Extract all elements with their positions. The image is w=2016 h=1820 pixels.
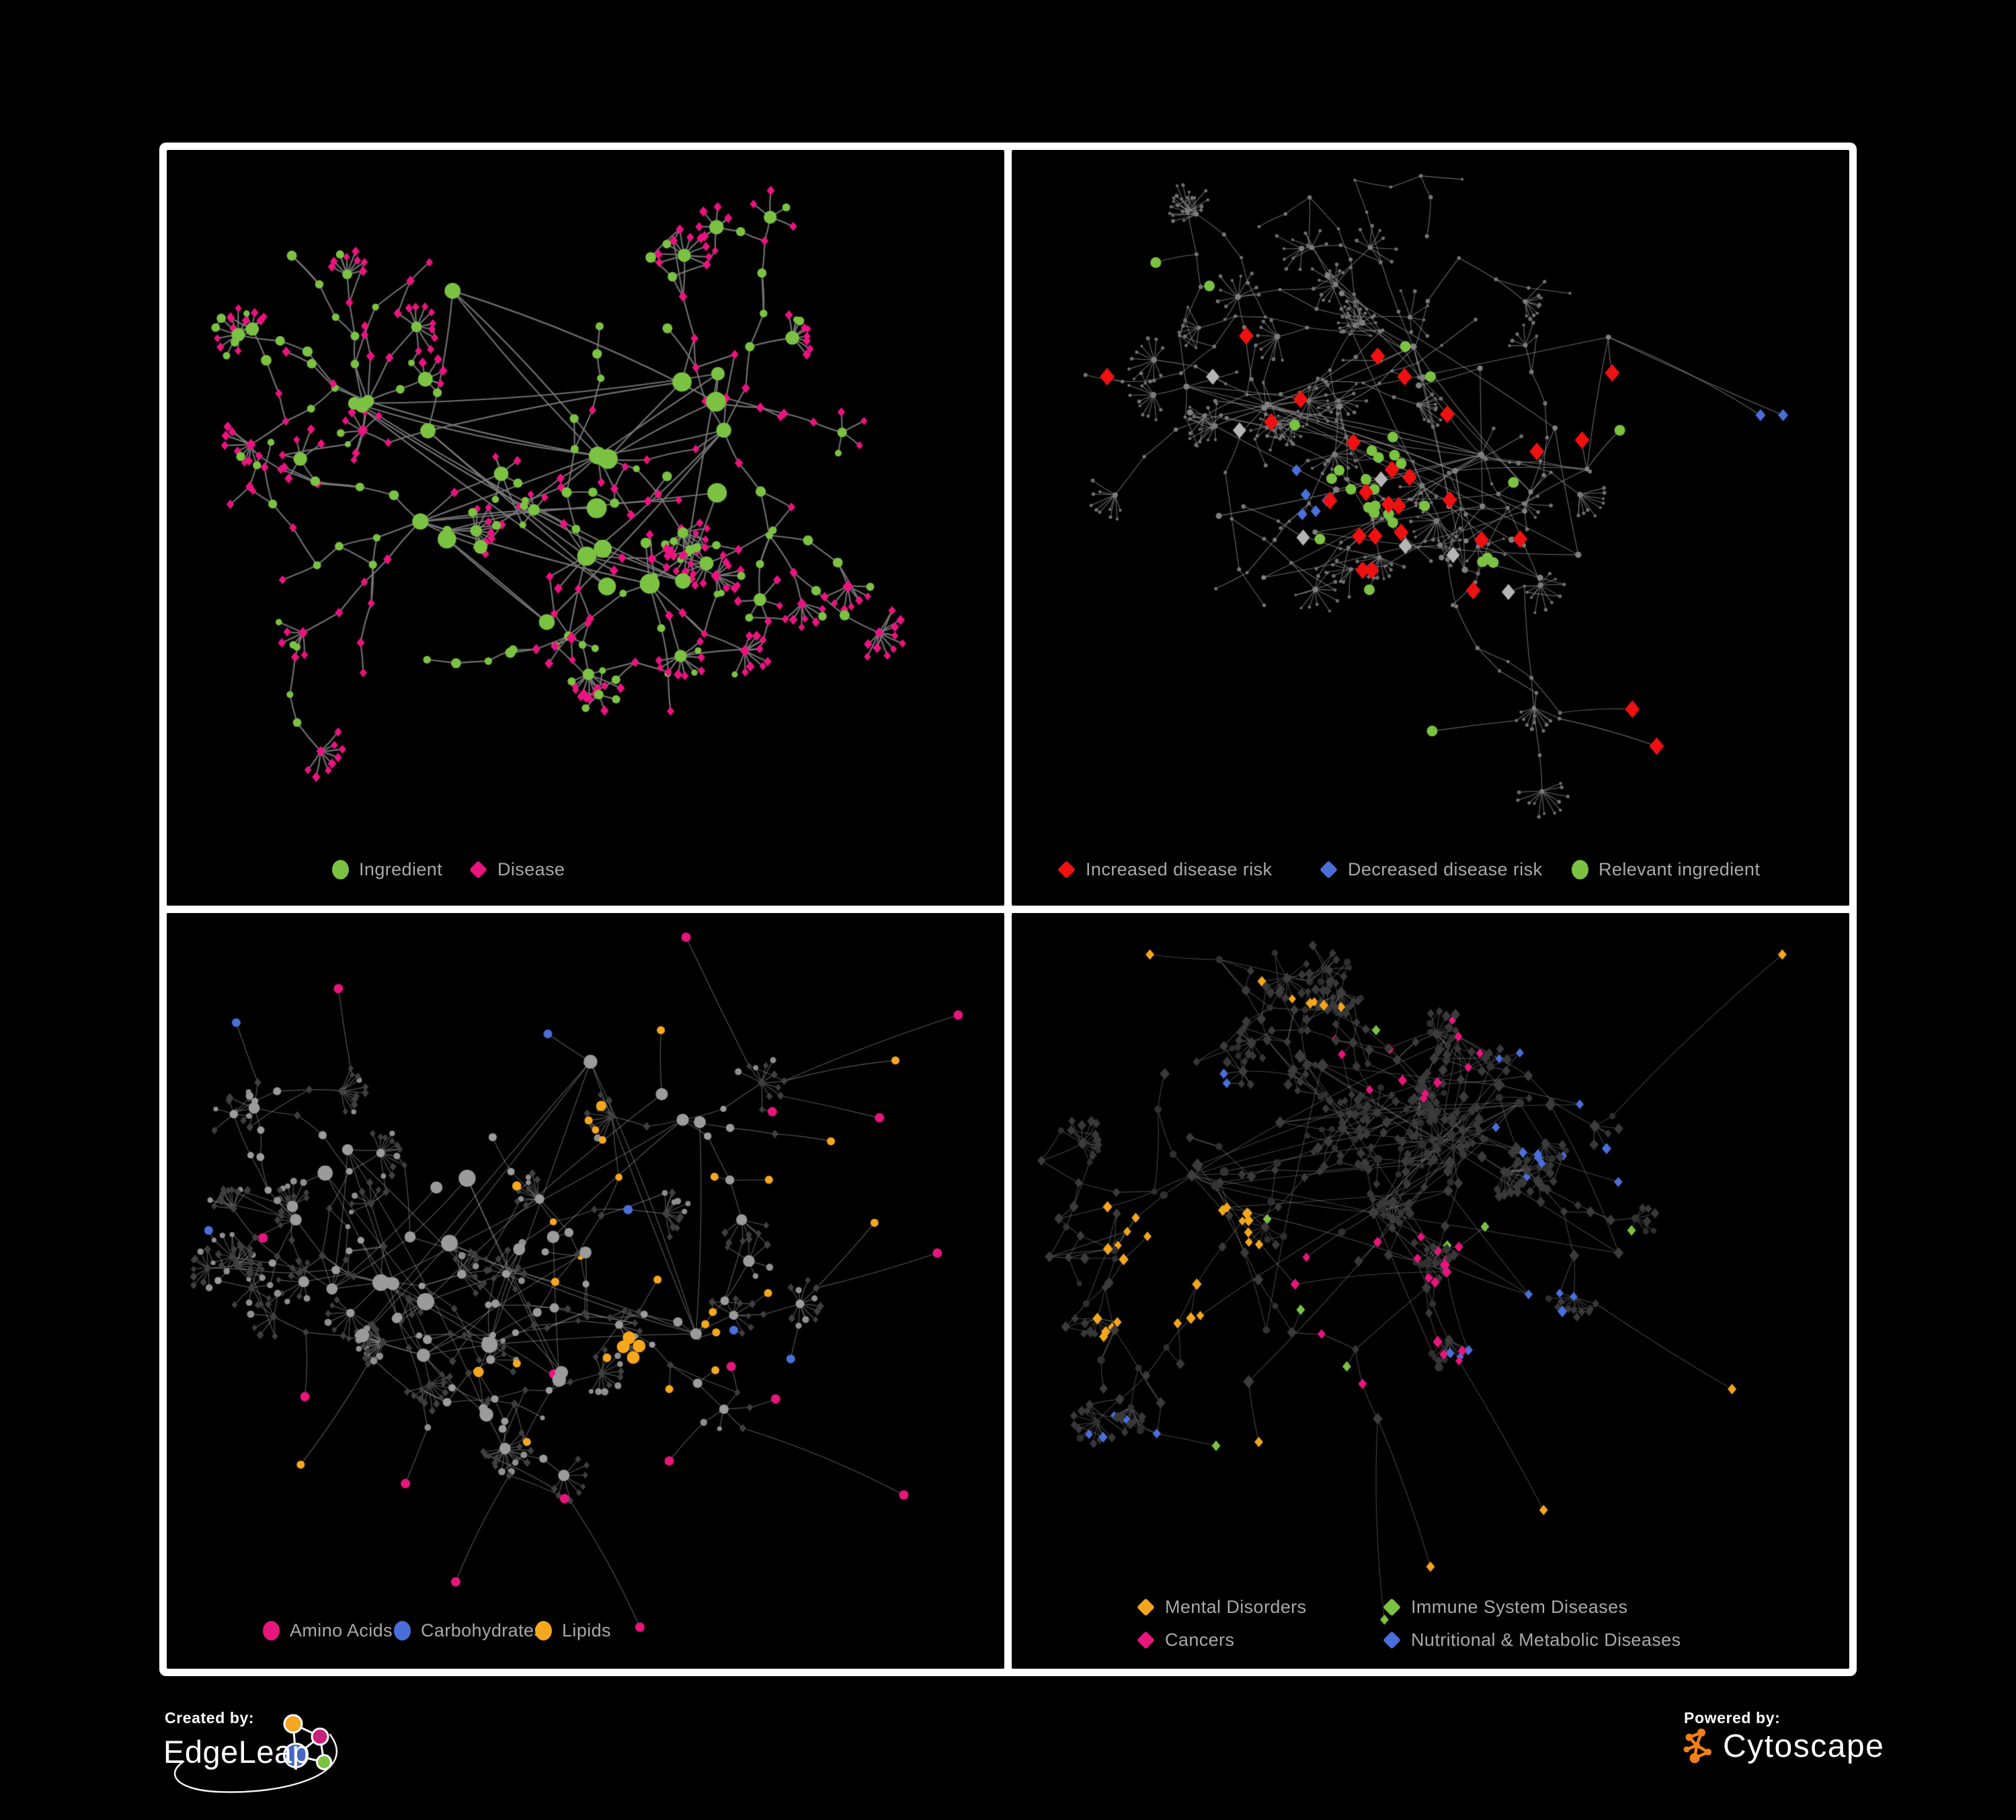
decreased-risk-marker: [1320, 860, 1338, 879]
legend-item-relevant-ingredient: Relevant ingredient: [1572, 858, 1760, 881]
relevant-ingredient-marker: [1572, 859, 1588, 879]
panel-nutrient-classes: Amino Acids Carbohydrates Lipids: [167, 913, 1004, 1669]
carbohydrates-marker: [394, 1620, 411, 1640]
edgeleap-logo: [173, 1714, 338, 1793]
increased-risk-marker: [1057, 860, 1076, 879]
carbohydrates-label: Carbohydrates: [421, 1620, 544, 1640]
legend-item-cancers: Cancers: [1137, 1628, 1234, 1651]
edgeleap-orbit-arc: [173, 1733, 338, 1793]
edgeleap-node-pink: [311, 1727, 329, 1746]
panel-disease-risk: Increased disease risk Decreased disease…: [1012, 150, 1849, 906]
nutritional-metabolic-marker: [1383, 1630, 1401, 1649]
nutritional-metabolic-label: Nutritional & Metabolic Diseases: [1411, 1629, 1681, 1650]
immune-diseases-label: Immune System Diseases: [1411, 1596, 1628, 1617]
legend-item-mental-disorders: Mental Disorders: [1137, 1595, 1306, 1618]
lipids-label: Lipids: [562, 1620, 611, 1640]
immune-diseases-marker: [1383, 1597, 1401, 1616]
relevant-ingredient-label: Relevant ingredient: [1599, 859, 1761, 879]
panel-disease-classes: Mental Disorders Immune System Diseases …: [1012, 913, 1849, 1669]
edgeleap-credit: Created by: EdgeLeap: [163, 1709, 385, 1803]
legend-item-disease: Disease: [469, 858, 565, 881]
legend-item-immune-diseases: Immune System Diseases: [1383, 1595, 1627, 1618]
amino-acids-marker: [263, 1620, 280, 1640]
disease-risk-network-canvas: [1012, 150, 1849, 906]
legend-item-ingredient: Ingredient: [332, 858, 442, 881]
disease-class-network-canvas: [1012, 913, 1849, 1669]
ingredient-label: Ingredient: [359, 859, 443, 879]
cytoscape-credit: Powered by: Cytoscape: [1683, 1709, 1925, 1783]
powered-by-label: Powered by:: [1684, 1709, 1781, 1727]
cytoscape-wordmark: Cytoscape: [1723, 1729, 1885, 1764]
ingredient-disease-network-canvas: [167, 150, 1004, 906]
legend-item-decreased-risk: Decreased disease risk: [1320, 858, 1542, 881]
lipids-marker: [535, 1620, 552, 1640]
nutrient-class-network-canvas: [167, 913, 1004, 1669]
figure-grid: Ingredient Disease Increased disease ris…: [159, 143, 1857, 1676]
legend-item-carbohydrates: Carbohydrates: [394, 1619, 543, 1642]
cancers-marker: [1137, 1630, 1155, 1649]
edgeleap-wordmark: EdgeLeap: [163, 1734, 311, 1770]
legend-item-lipids: Lipids: [535, 1619, 611, 1642]
cytoscape-logo-icon: [1683, 1728, 1711, 1763]
edgeleap-node-green: [316, 1754, 332, 1770]
disease-marker: [469, 860, 487, 879]
edgeleap-node-orange: [283, 1714, 303, 1734]
edgeleap-node-blue: [283, 1743, 309, 1768]
decreased-risk-label: Decreased disease risk: [1348, 859, 1543, 879]
cancers-label: Cancers: [1165, 1629, 1235, 1650]
created-by-label: Created by:: [165, 1709, 255, 1727]
panel-ingredient-disease: Ingredient Disease: [167, 150, 1004, 906]
legend-item-amino-acids: Amino Acids: [263, 1619, 393, 1642]
increased-risk-label: Increased disease risk: [1086, 859, 1273, 879]
mental-disorders-label: Mental Disorders: [1165, 1596, 1307, 1617]
disease-label: Disease: [497, 859, 565, 879]
mental-disorders-marker: [1137, 1597, 1155, 1616]
amino-acids-label: Amino Acids: [290, 1620, 393, 1640]
legend-item-nutritional-metabolic: Nutritional & Metabolic Diseases: [1383, 1628, 1681, 1651]
ingredient-marker: [332, 859, 349, 879]
legend-item-increased-risk: Increased disease risk: [1057, 858, 1272, 881]
